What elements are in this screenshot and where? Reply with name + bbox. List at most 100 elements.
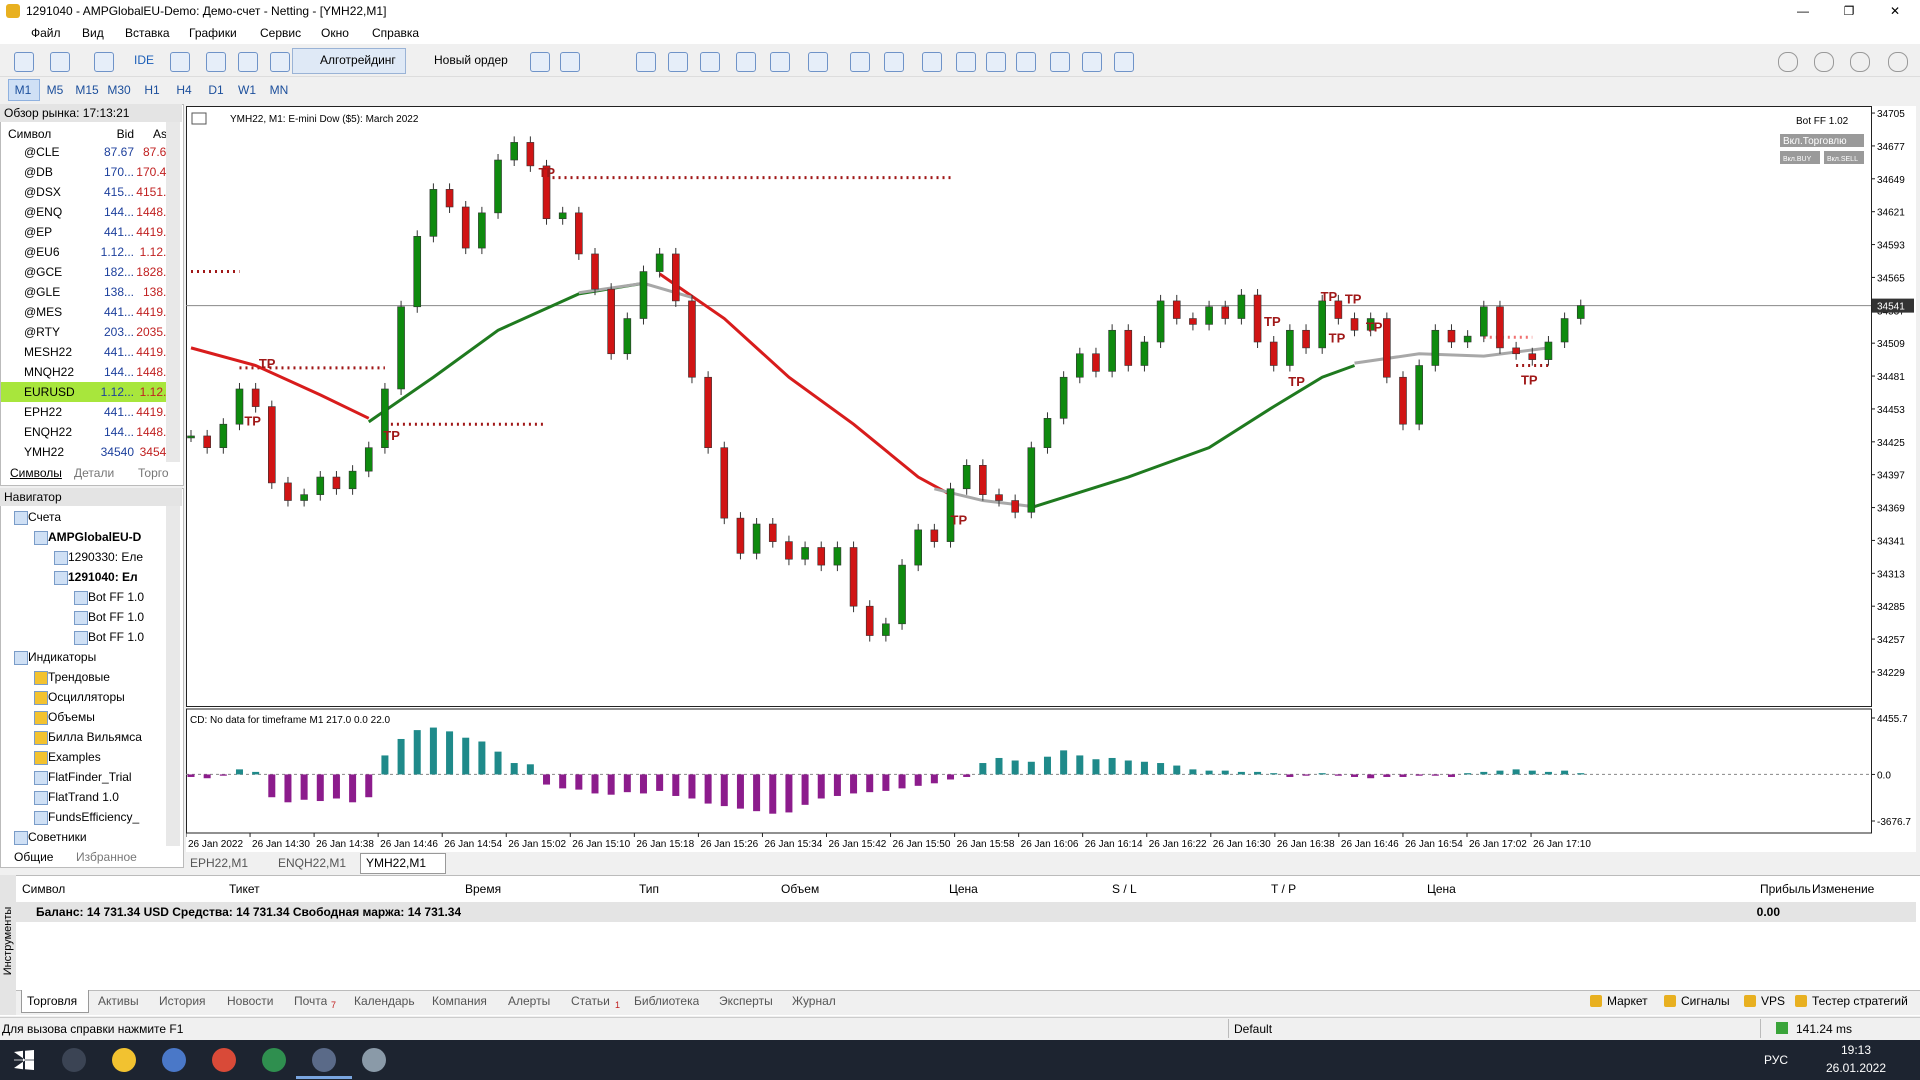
menu-item[interactable]: Вид [82, 26, 104, 40]
market-cell[interactable]: MESH22 [24, 345, 73, 359]
tree-item[interactable]: Объемы [48, 710, 95, 724]
market-cell[interactable]: @DSX [24, 185, 61, 199]
market-cell[interactable]: @DB [24, 165, 53, 179]
taskbar-app[interactable] [362, 1048, 386, 1072]
toolbar-icon[interactable] [1114, 52, 1134, 72]
timeframe-button[interactable]: M1 [14, 83, 32, 97]
toolbar-icon[interactable] [238, 52, 258, 72]
market-cell[interactable]: @GCE [24, 265, 63, 279]
tree-item[interactable]: Bot FF 1.0 [88, 610, 145, 624]
market-cell[interactable]: 4419... [136, 225, 173, 239]
taskbar-app[interactable] [112, 1048, 136, 1072]
toolbar-icon[interactable] [1778, 52, 1798, 72]
taskbar-app[interactable] [62, 1048, 86, 1072]
toolbar-icon[interactable] [1888, 52, 1908, 72]
toolbar-icon[interactable] [884, 52, 904, 72]
market-cell[interactable]: 1.12... [100, 245, 134, 259]
toolbar-icon[interactable] [1814, 52, 1834, 72]
toolbox-tab[interactable]: Статьи [571, 994, 610, 1008]
panel-tab[interactable]: Символы [10, 466, 62, 480]
toolbox-tab[interactable]: Почта [294, 994, 328, 1008]
column-header[interactable]: Время [465, 882, 502, 896]
toolbox-link[interactable]: VPS [1761, 994, 1786, 1008]
market-cell[interactable]: 441... [103, 305, 134, 319]
menu-item[interactable]: Графики [189, 26, 237, 40]
toolbar-icon[interactable] [700, 52, 720, 72]
tree-item[interactable]: 1290330: Еле [68, 550, 144, 564]
toolbox-tab[interactable]: Компания [432, 994, 487, 1008]
toolbox-tab[interactable]: Календарь [354, 994, 415, 1008]
toolbox-link[interactable]: Тестер стратегий [1812, 994, 1908, 1008]
market-cell[interactable]: 441... [103, 345, 134, 359]
window-button[interactable]: ✕ [1889, 4, 1901, 18]
tree-item[interactable]: Советники [28, 830, 87, 844]
market-cell[interactable]: YMH22 [24, 445, 65, 459]
expert-button-label[interactable]: Вкл.Торговлю [1783, 136, 1847, 147]
market-cell[interactable]: @RTY [24, 325, 60, 339]
market-cell[interactable]: 138... [103, 285, 134, 299]
toolbar-icon[interactable] [850, 52, 870, 72]
toolbar-ide[interactable]: IDE [134, 53, 155, 67]
market-cell[interactable]: EPH22 [24, 405, 63, 419]
timeframe-button[interactable]: MN [269, 83, 289, 97]
market-cell[interactable]: 1.12... [100, 385, 134, 399]
toolbox-tab[interactable]: История [159, 994, 206, 1008]
taskbar-app[interactable] [162, 1048, 186, 1072]
window-button[interactable]: ❐ [1843, 4, 1855, 18]
tree-item[interactable]: Счета [28, 510, 62, 524]
toolbar-icon[interactable] [94, 52, 114, 72]
toolbar-icon[interactable] [636, 52, 656, 72]
menu-item[interactable]: Справка [372, 26, 420, 40]
panel-tab[interactable]: Детали [74, 466, 115, 480]
market-cell[interactable]: @ENQ [24, 205, 63, 219]
toolbox-tab[interactable]: Алерты [508, 994, 551, 1008]
market-cell[interactable]: 203... [103, 325, 134, 339]
toolbar-icon[interactable] [770, 52, 790, 72]
column-header[interactable]: S / L [1112, 882, 1137, 896]
market-cell[interactable]: MNQH22 [24, 365, 75, 379]
toolbar-icon[interactable] [668, 52, 688, 72]
market-cell[interactable]: 144... [103, 205, 134, 219]
taskbar-app[interactable] [312, 1048, 336, 1072]
panel-tab[interactable]: Торго [138, 466, 169, 480]
column-header[interactable]: Тип [639, 882, 660, 896]
toolbox-tab[interactable]: Новости [227, 994, 274, 1008]
market-cell[interactable]: 34540 [100, 445, 134, 459]
taskbar-app[interactable] [262, 1048, 286, 1072]
market-cell[interactable]: 87.68 [142, 145, 173, 159]
toolbox-tab[interactable]: Активы [98, 994, 139, 1008]
market-cell[interactable]: 4151.5 [136, 185, 173, 199]
algo-trading-label[interactable]: Алготрейдинг [320, 53, 396, 67]
toolbar-icon[interactable] [1850, 52, 1870, 72]
timeframe-button[interactable]: D1 [208, 83, 224, 97]
market-cell[interactable]: 441... [103, 405, 134, 419]
tree-item[interactable]: FlatTrand 1.0 [48, 790, 119, 804]
timeframe-button[interactable]: M15 [75, 83, 99, 97]
column-header[interactable]: Тикет [229, 882, 260, 896]
market-cell[interactable]: 1828.8 [136, 265, 173, 279]
column-header[interactable]: Прибыль [1760, 882, 1811, 896]
market-cell[interactable]: 144... [103, 365, 134, 379]
market-cell[interactable]: @CLE [24, 145, 60, 159]
market-cell[interactable]: 138... [142, 285, 173, 299]
column-header[interactable]: Символ [22, 882, 66, 896]
column-header[interactable]: Объем [781, 882, 820, 896]
menu-item[interactable]: Окно [321, 26, 349, 40]
toolbar-icon[interactable] [986, 52, 1006, 72]
market-cell[interactable]: 4419... [136, 305, 173, 319]
market-cell[interactable]: 170... [103, 165, 134, 179]
market-cell[interactable]: 4419... [136, 405, 173, 419]
market-cell[interactable]: 182... [103, 265, 134, 279]
toolbar-icon[interactable] [50, 52, 70, 72]
toolbar-icon[interactable] [14, 52, 34, 72]
market-cell[interactable]: 170.47 [136, 165, 173, 179]
timeframe-button[interactable]: W1 [238, 83, 256, 97]
market-cell[interactable]: 415... [103, 185, 134, 199]
toolbox-tab[interactable]: Эксперты [719, 994, 773, 1008]
taskbar-app[interactable] [212, 1048, 236, 1072]
tree-item[interactable]: Билла Вильямса [48, 730, 142, 744]
expert-button-label[interactable]: Вкл.BUY [1783, 156, 1812, 163]
tree-item[interactable]: Bot FF 1.0 [88, 630, 145, 644]
window-button[interactable]: — [1797, 4, 1809, 18]
chart-tab[interactable]: YMH22,M1 [366, 856, 427, 870]
